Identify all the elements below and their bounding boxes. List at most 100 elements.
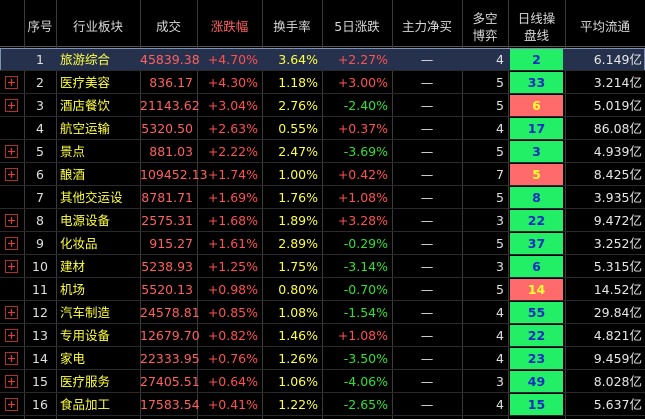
amount: 17583.54 — [140, 397, 200, 412]
column-header[interactable]: 多空 — [472, 11, 498, 26]
expand-button[interactable] — [5, 145, 18, 158]
column-header[interactable]: 日线操 — [517, 11, 556, 26]
column-header[interactable]: 5日涨跌 — [334, 19, 380, 34]
day-line: 5 — [532, 167, 541, 182]
amount: 12679.70 — [140, 328, 200, 343]
change-5d: -3.50% — [343, 351, 388, 366]
day-line: 23 — [527, 351, 546, 366]
change-5d: -2.65% — [343, 397, 388, 412]
amount: 881.03 — [149, 144, 193, 159]
float-cap: 9.472亿 — [593, 213, 642, 228]
sector-name: 家电 — [60, 351, 86, 366]
day-line: 15 — [527, 397, 546, 412]
column-header[interactable]: 换手率 — [273, 19, 311, 34]
sector-name: 医疗美容 — [60, 75, 111, 90]
signal-box — [510, 95, 563, 116]
change-5d: -4.06% — [343, 374, 388, 389]
day-line: 22 — [527, 328, 546, 343]
row-line — [0, 346, 645, 347]
row-line — [0, 323, 645, 324]
amount: 45839.38 — [140, 52, 200, 67]
column-header[interactable]: 涨跌幅 — [210, 19, 249, 34]
row-index: 1 — [36, 52, 44, 67]
main-flow: — — [420, 397, 434, 412]
row-line — [0, 392, 645, 393]
float-cap: 4.939亿 — [593, 144, 642, 159]
column-header[interactable]: 行业板块 — [72, 19, 123, 34]
day-line: 37 — [527, 236, 546, 251]
change: +0.41% — [207, 397, 258, 412]
amount: 5238.93 — [141, 259, 193, 274]
change-5d: +1.08% — [337, 190, 388, 205]
main-flow: — — [420, 144, 434, 159]
turnover: 1.18% — [278, 75, 318, 90]
row-index: 6 — [36, 167, 44, 182]
expand-button[interactable] — [5, 76, 18, 89]
turnover: 1.89% — [278, 213, 318, 228]
row-index: 3 — [36, 98, 44, 113]
turnover: 1.06% — [278, 374, 318, 389]
main-flow: — — [420, 52, 434, 67]
day-line: 22 — [527, 213, 546, 228]
row-index: 13 — [32, 328, 48, 343]
expand-button[interactable] — [5, 260, 18, 273]
row-line — [0, 185, 645, 186]
row-index: 5 — [36, 144, 44, 159]
change: +0.82% — [207, 328, 258, 343]
amount: 22333.95 — [140, 351, 200, 366]
expand-button[interactable] — [5, 352, 18, 365]
column-header[interactable]: 盘线 — [523, 28, 549, 43]
change: +0.98% — [207, 282, 258, 297]
main-flow: — — [420, 236, 434, 251]
day-line: 14 — [527, 282, 546, 297]
row-index: 4 — [36, 121, 44, 136]
expand-button[interactable] — [5, 237, 18, 250]
expand-button[interactable] — [5, 214, 18, 227]
day-line: 55 — [527, 305, 546, 320]
main-flow: — — [420, 213, 434, 228]
column-divider — [508, 0, 509, 419]
long-short: 4 — [496, 397, 504, 412]
expand-button[interactable] — [5, 99, 18, 112]
signal-box — [510, 164, 563, 185]
expand-button[interactable] — [5, 329, 18, 342]
row-line — [0, 139, 645, 140]
long-short: 3 — [496, 259, 504, 274]
change-5d: -0.29% — [343, 236, 388, 251]
row-line — [0, 208, 645, 209]
signal-box — [510, 394, 563, 415]
float-cap: 14.52亿 — [593, 282, 642, 297]
float-cap: 5.019亿 — [593, 98, 642, 113]
expand-button[interactable] — [5, 398, 18, 411]
column-divider — [197, 0, 198, 419]
row-index: 8 — [36, 213, 44, 228]
column-divider — [565, 0, 566, 419]
change-5d: +1.08% — [337, 328, 388, 343]
sector-name: 航空运输 — [60, 121, 111, 136]
column-header[interactable]: 成交 — [155, 19, 181, 34]
column-header[interactable]: 博弈 — [472, 28, 498, 43]
column-header[interactable]: 序号 — [27, 19, 53, 34]
expand-button[interactable] — [5, 306, 18, 319]
turnover: 1.22% — [278, 397, 318, 412]
change-5d: +3.00% — [337, 75, 388, 90]
column-header[interactable]: 平均流通 — [579, 19, 630, 34]
signal-box — [510, 348, 563, 369]
long-short: 5 — [496, 75, 504, 90]
long-short: 4 — [496, 328, 504, 343]
sector-name: 化妆品 — [60, 236, 98, 251]
signal-box — [510, 256, 563, 277]
change-5d: +0.42% — [337, 167, 388, 182]
expand-button[interactable] — [5, 168, 18, 181]
sector-name: 其他交运设 — [60, 190, 123, 205]
row-line — [0, 254, 645, 255]
change-5d: -3.14% — [343, 259, 388, 274]
expand-button[interactable] — [5, 375, 18, 388]
day-line: 8 — [532, 190, 541, 205]
column-header[interactable]: 主力净买 — [401, 19, 452, 34]
sector-name: 食品加工 — [60, 397, 111, 412]
amount: 5320.50 — [141, 121, 193, 136]
sector-name: 电源设备 — [60, 213, 111, 228]
change: +0.85% — [207, 305, 258, 320]
